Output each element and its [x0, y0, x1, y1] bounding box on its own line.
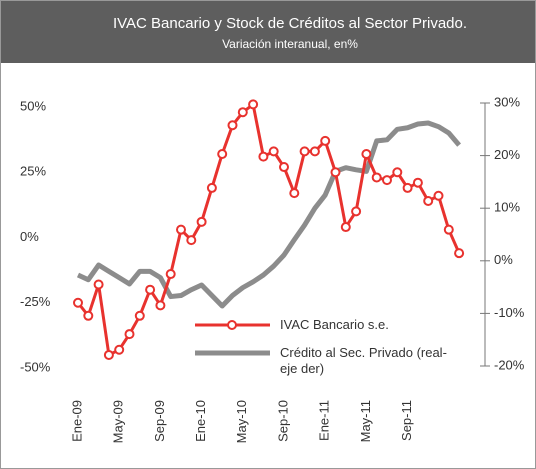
series-marker — [83, 310, 94, 321]
y2-tick-label: 20% — [494, 147, 520, 162]
series-marker — [258, 151, 269, 162]
y-tick-label: 0% — [20, 229, 39, 244]
series-marker — [93, 279, 104, 290]
y2-tick-label: 0% — [494, 252, 513, 267]
chart-subtitle: Variación interanual, en% — [222, 37, 358, 51]
series-marker — [371, 172, 382, 183]
series-marker — [330, 167, 341, 178]
series-marker — [289, 188, 300, 199]
series-marker — [361, 148, 372, 159]
y2-tick-label: 30% — [494, 94, 520, 109]
series-marker — [155, 300, 166, 311]
series-marker — [248, 99, 259, 110]
series-marker — [237, 107, 248, 118]
series-marker — [382, 175, 392, 186]
series-marker — [206, 182, 217, 193]
series-line — [76, 120, 462, 309]
series-marker — [196, 216, 207, 227]
series-marker — [320, 135, 331, 146]
series-marker — [454, 248, 465, 259]
series-marker — [340, 222, 351, 233]
y-tick-label: -25% — [20, 294, 51, 309]
series-marker — [443, 224, 454, 235]
y2-tick-label: 10% — [494, 200, 520, 215]
series-marker — [73, 297, 83, 308]
series-marker — [309, 146, 320, 157]
series-marker — [145, 284, 156, 295]
series-marker — [165, 269, 176, 280]
x-tick-label: May-09 — [111, 400, 126, 443]
x-tick-label: Ene-10 — [193, 400, 208, 442]
series-marker — [412, 177, 423, 188]
series-marker — [351, 206, 362, 217]
legend-marker — [227, 320, 237, 330]
series-marker — [268, 146, 279, 157]
series-marker — [134, 310, 145, 321]
x-tick-label: Sep-09 — [152, 400, 167, 442]
legend-label: IVAC Bancario s.e. — [280, 317, 389, 332]
series-marker — [103, 349, 114, 360]
series-marker — [279, 162, 289, 173]
series-marker — [217, 148, 228, 159]
x-tick-label: Ene-09 — [69, 400, 84, 442]
y2-tick-label: -10% — [494, 305, 525, 320]
series-marker — [392, 167, 403, 178]
series-marker — [176, 224, 186, 235]
x-tick-label: Ene-11 — [317, 400, 332, 441]
header-band — [1, 1, 535, 63]
x-tick-label: May-10 — [234, 400, 249, 443]
series-marker — [402, 182, 413, 193]
series-marker — [299, 146, 310, 157]
chart-title: IVAC Bancario y Stock de Créditos al Sec… — [113, 15, 467, 32]
y-tick-label: 25% — [20, 164, 46, 179]
series-marker — [114, 344, 125, 355]
x-tick-label: Sep-10 — [275, 400, 290, 442]
series-marker — [227, 120, 238, 131]
y-tick-label: -50% — [20, 359, 51, 374]
x-tick-label: May-11 — [358, 400, 373, 442]
y2-tick-label: -20% — [494, 357, 525, 372]
series-marker — [433, 190, 444, 201]
y-tick-label: 50% — [20, 98, 46, 113]
x-tick-label: Sep-11 — [399, 400, 414, 441]
series-marker — [186, 235, 197, 246]
legend-label: Crédito al Sec. Privado (real-eje der) — [280, 345, 447, 376]
series-marker — [423, 195, 434, 206]
series-marker — [124, 329, 135, 340]
